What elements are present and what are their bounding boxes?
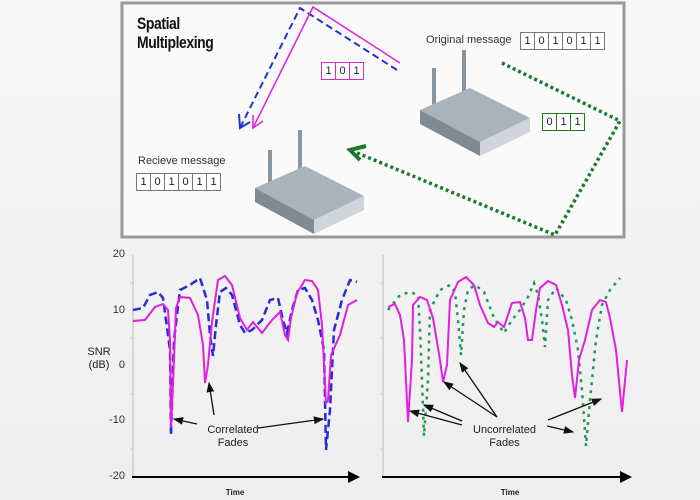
y-tick: -10	[109, 414, 125, 426]
right-green-snr-series	[387, 277, 621, 447]
annotation-line-2: Fades	[489, 437, 520, 449]
y-tick: 20	[112, 248, 125, 260]
bit: 1	[136, 173, 151, 191]
bit: 1	[520, 32, 535, 50]
left-pink-snr-series	[132, 274, 358, 429]
bit: 0	[335, 62, 350, 80]
bit: 1	[192, 173, 207, 191]
blue-arrowhead-icon	[238, 113, 251, 130]
uncorrelated-fades-annotation: Uncorrelated Fades	[462, 424, 547, 450]
bit: 1	[570, 113, 585, 131]
right-pink-snr-series	[387, 275, 628, 423]
y-label-line-1: SNR	[87, 346, 111, 358]
right-x-axis-label: Time	[500, 488, 520, 497]
y-axis-label: SNR (dB)	[84, 346, 114, 372]
bit: 1	[590, 32, 605, 50]
bit: 1	[206, 173, 221, 191]
bit: 0	[562, 32, 577, 50]
diagram-title: Spatial Multiplexing	[137, 14, 214, 52]
annotation-line-2: Fades	[217, 437, 249, 449]
bit: 1	[556, 113, 571, 131]
y-label-line-2: (dB)	[88, 359, 110, 371]
receiver-router-icon	[255, 130, 364, 234]
left-x-axis-label: Time	[225, 488, 245, 497]
bit: 1	[349, 62, 364, 80]
blue-signal-path	[239, 6, 398, 129]
bit: 1	[576, 32, 591, 50]
receive-message-label: Recieve message	[138, 155, 226, 167]
bit: 1	[164, 173, 179, 191]
bit: 0	[542, 113, 557, 131]
y-tick: 10	[112, 304, 125, 316]
annotation-line-1: Uncorrelated	[473, 424, 536, 436]
y-tick: 0	[118, 359, 125, 371]
bit: 0	[534, 32, 549, 50]
bit: 1	[321, 62, 336, 80]
green-arrowhead-icon	[346, 144, 367, 162]
title-line-2: Multiplexing	[137, 33, 214, 52]
annotation-arrows	[172, 361, 603, 434]
transmitter-router-icon	[420, 50, 530, 156]
y-tick: -20	[109, 470, 125, 482]
correlated-fades-annotation: Correlated Fades	[198, 424, 268, 450]
title-line-1: Spatial	[137, 14, 180, 33]
original-message-label: Original message	[426, 34, 512, 46]
pink-signal-path	[252, 5, 401, 129]
bit: 0	[178, 173, 193, 191]
bit: 1	[548, 32, 563, 50]
pink-arrowhead-icon	[252, 115, 264, 130]
bit: 0	[150, 173, 165, 191]
annotation-line-1: Correlated	[207, 424, 259, 436]
